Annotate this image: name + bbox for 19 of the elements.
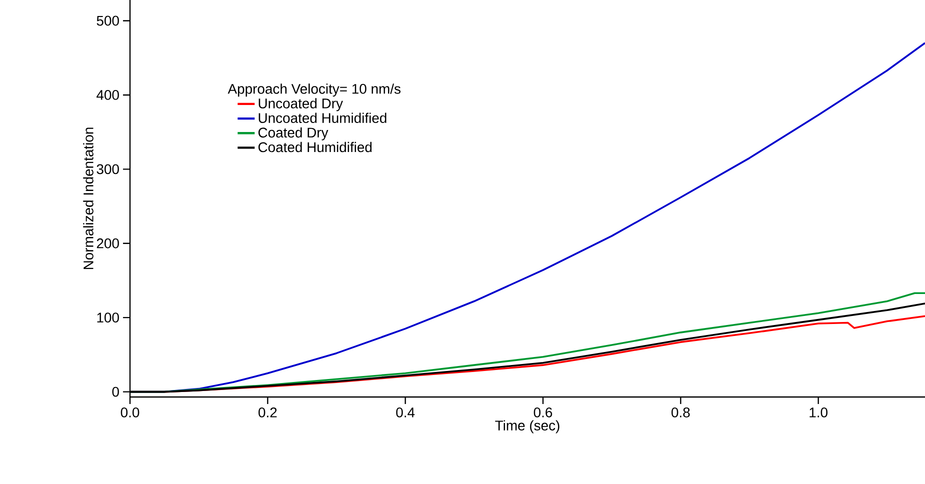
x-tick-label: 1.0	[810, 407, 828, 418]
y-tick-label: 300	[96, 164, 119, 174]
legend-label: Coated Humidified	[258, 142, 372, 152]
x-tick-label: 0.0	[120, 407, 140, 418]
x-tick-label: 0.2	[258, 407, 277, 418]
x-tick-label: 0.4	[396, 407, 415, 418]
y-tick-label: 400	[96, 90, 119, 100]
y-tick-label: 100	[97, 312, 119, 323]
y-tick-label: 200	[96, 238, 119, 248]
y-tick-label: 0	[112, 386, 119, 397]
x-axis-title: Time (sec)	[495, 420, 560, 434]
x-tick-label: 0.6	[534, 407, 552, 418]
y-tick-label: 500	[96, 16, 119, 26]
x-tick-label: 0.8	[672, 407, 690, 418]
y-axis-title: Normalized Indentation	[83, 128, 94, 270]
legend-label: Coated Dry	[258, 127, 328, 140]
legend-title: Approach Velocity= 10 nm/s	[228, 84, 400, 97]
legend-label: Uncoated Humidified	[258, 112, 386, 123]
legend-label: Uncoated Dry	[258, 98, 343, 112]
